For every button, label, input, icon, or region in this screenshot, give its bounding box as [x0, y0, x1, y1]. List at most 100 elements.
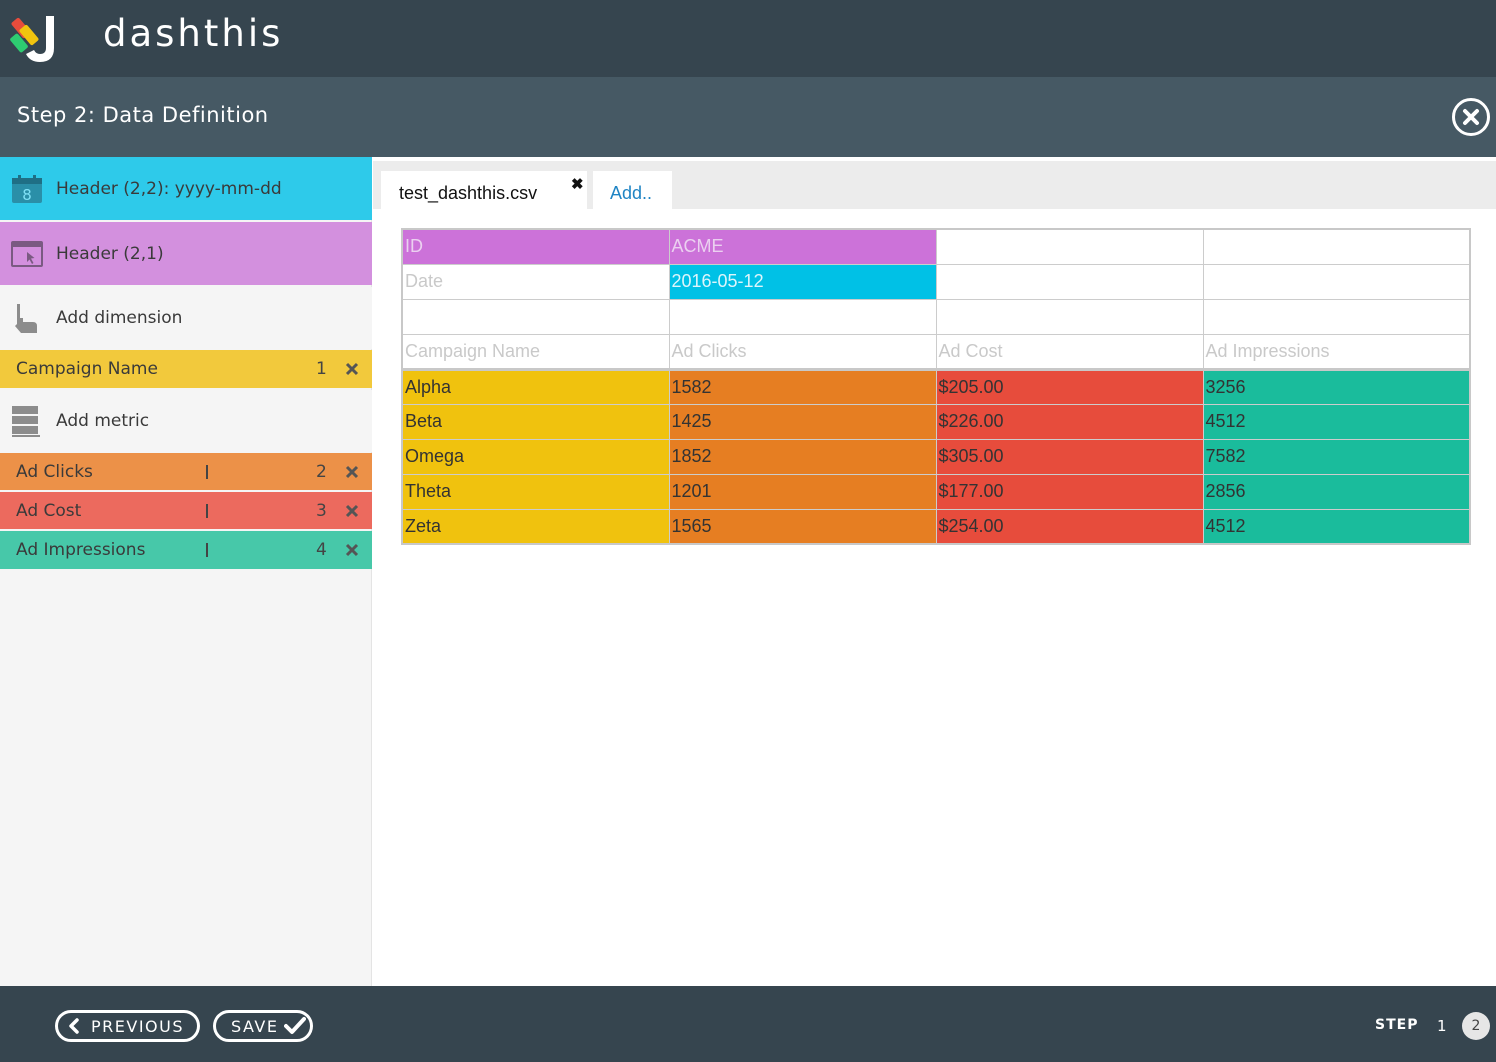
- table-cell[interactable]: Omega: [401, 438, 670, 475]
- metric-label: Ad Impressions: [16, 540, 146, 560]
- table-row: Omega 1852 $305.00 7582: [401, 438, 1471, 475]
- add-dimension-label: Add dimension: [56, 308, 183, 328]
- table-cell[interactable]: [935, 228, 1204, 265]
- table-row: Theta 1201 $177.00 2856: [401, 473, 1471, 510]
- sidebar: 8 Header (2,2): yyyy-mm-dd Header (2,1) …: [0, 157, 372, 986]
- close-tab-icon[interactable]: ✖: [571, 176, 584, 193]
- table-cell[interactable]: [1202, 228, 1471, 265]
- table-cell[interactable]: 1582: [668, 368, 937, 405]
- previous-button[interactable]: PREVIOUS: [55, 1010, 200, 1042]
- column-header[interactable]: Ad Impressions: [1202, 333, 1471, 371]
- table-row: ID ACME: [401, 228, 1471, 265]
- data-sheet: ID ACME Date 2016-05-12 Campaign Name Ad…: [401, 228, 1471, 545]
- header-account-label: Header (2,1): [56, 243, 164, 264]
- add-metric-button[interactable]: Add metric: [0, 390, 372, 452]
- checkmark-icon: [284, 1017, 306, 1034]
- metric-item-ad-clicks[interactable]: Ad Clicks 2: [0, 453, 372, 490]
- metric-column-number: 4: [316, 540, 327, 560]
- table-cell[interactable]: 3256: [1202, 368, 1471, 405]
- metric-separator: [206, 543, 208, 557]
- add-metric-label: Add metric: [56, 411, 150, 431]
- table-cell[interactable]: [401, 298, 670, 335]
- remove-dimension-icon[interactable]: [344, 361, 360, 377]
- column-header[interactable]: Ad Clicks: [668, 333, 937, 371]
- table-cell[interactable]: 2856: [1202, 473, 1471, 510]
- dimension-item[interactable]: Campaign Name 1: [0, 350, 372, 388]
- step-2-indicator[interactable]: 2: [1462, 1012, 1490, 1040]
- table-cell[interactable]: [1202, 263, 1471, 300]
- footer-bar: PREVIOUS SAVE STEP 1 2: [0, 986, 1496, 1062]
- save-button[interactable]: SAVE: [213, 1010, 313, 1042]
- column-header[interactable]: Campaign Name: [401, 333, 670, 371]
- svg-text:8: 8: [22, 186, 32, 204]
- table-cell[interactable]: Theta: [401, 473, 670, 510]
- table-cell[interactable]: 1852: [668, 438, 937, 475]
- header-account-item[interactable]: Header (2,1): [0, 222, 372, 285]
- remove-metric-icon[interactable]: [344, 464, 360, 480]
- pointer-hand-icon: [15, 304, 37, 333]
- close-icon: [1463, 109, 1479, 125]
- table-cell[interactable]: 4512: [1202, 508, 1471, 545]
- step-label: STEP: [1375, 1017, 1419, 1033]
- window-cursor-icon: [11, 240, 43, 267]
- column-header[interactable]: Ad Cost: [935, 333, 1204, 371]
- header-date-item[interactable]: 8 Header (2,2): yyyy-mm-dd: [0, 157, 372, 220]
- table-cell[interactable]: $254.00: [935, 508, 1204, 545]
- previous-label: PREVIOUS: [91, 1017, 184, 1036]
- table-cell[interactable]: [1202, 298, 1471, 335]
- table-cell[interactable]: Zeta: [401, 508, 670, 545]
- table-cell[interactable]: Beta: [401, 403, 670, 440]
- table-row: Alpha 1582 $205.00 3256: [401, 368, 1471, 405]
- table-cell[interactable]: [935, 263, 1204, 300]
- chevron-left-icon: [69, 1018, 79, 1034]
- tab-add[interactable]: Add..: [593, 171, 672, 213]
- step-1-indicator[interactable]: 1: [1437, 1017, 1447, 1035]
- table-cell[interactable]: ACME: [668, 228, 937, 265]
- step-title: Step 2: Data Definition: [17, 103, 269, 127]
- add-dimension-button[interactable]: Add dimension: [0, 287, 372, 349]
- table-cell[interactable]: $305.00: [935, 438, 1204, 475]
- metric-separator: [206, 503, 208, 518]
- table-cell[interactable]: Date: [401, 263, 670, 300]
- table-cell[interactable]: Alpha: [401, 368, 670, 405]
- top-bar: dashthis: [0, 0, 1496, 77]
- metric-label: Ad Clicks: [16, 461, 93, 482]
- remove-metric-icon[interactable]: [344, 503, 360, 519]
- table-row: [401, 298, 1471, 335]
- brand-name: dashthis: [103, 12, 284, 55]
- table-header-row: Campaign Name Ad Clicks Ad Cost Ad Impre…: [401, 333, 1471, 371]
- table-cell[interactable]: 1565: [668, 508, 937, 545]
- table-row: Beta 1425 $226.00 4512: [401, 403, 1471, 440]
- table-cell[interactable]: 1425: [668, 403, 937, 440]
- table-row: Zeta 1565 $254.00 4512: [401, 508, 1471, 545]
- metric-column-number: 2: [316, 461, 327, 482]
- table-cell[interactable]: $177.00: [935, 473, 1204, 510]
- step-header: Step 2: Data Definition: [0, 77, 1496, 157]
- file-tab-bar: test_dashthis.csv ✖ Add..: [373, 157, 1496, 213]
- table-cell[interactable]: 7582: [1202, 438, 1471, 475]
- header-date-label: Header (2,2): yyyy-mm-dd: [56, 178, 282, 199]
- dimension-column-number: 1: [316, 359, 327, 379]
- server-stack-icon: [12, 406, 40, 437]
- remove-metric-icon[interactable]: [344, 542, 360, 558]
- metric-separator: [206, 464, 208, 479]
- calendar-icon: 8: [12, 174, 42, 204]
- table-cell[interactable]: [668, 298, 937, 335]
- table-cell[interactable]: 2016-05-12: [668, 263, 937, 300]
- table-cell[interactable]: $205.00: [935, 368, 1204, 405]
- tab-file-label: test_dashthis.csv: [399, 183, 538, 203]
- table-cell[interactable]: 4512: [1202, 403, 1471, 440]
- table-cell[interactable]: ID: [401, 228, 670, 265]
- dimension-label: Campaign Name: [16, 359, 158, 379]
- metric-item-ad-cost[interactable]: Ad Cost 3: [0, 492, 372, 529]
- metric-label: Ad Cost: [16, 500, 82, 521]
- dashthis-logo-icon: [10, 16, 54, 62]
- table-cell[interactable]: [935, 298, 1204, 335]
- tab-file[interactable]: test_dashthis.csv ✖: [381, 171, 587, 213]
- save-label: SAVE: [231, 1017, 279, 1036]
- close-button[interactable]: [1452, 98, 1490, 136]
- metric-item-ad-impressions[interactable]: Ad Impressions 4: [0, 531, 372, 569]
- metric-column-number: 3: [316, 500, 327, 521]
- table-cell[interactable]: 1201: [668, 473, 937, 510]
- table-cell[interactable]: $226.00: [935, 403, 1204, 440]
